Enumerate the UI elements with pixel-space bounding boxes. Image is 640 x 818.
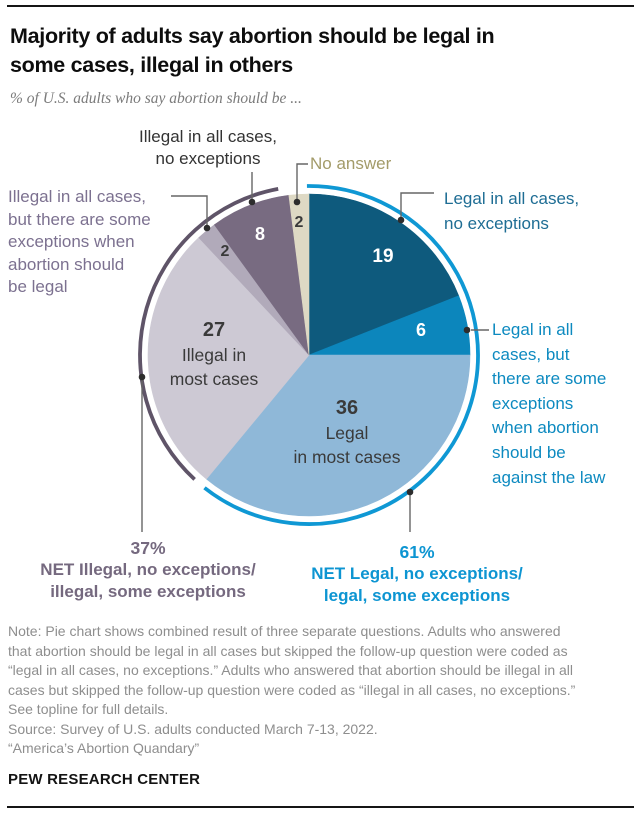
net-legal-label: 61% NET Legal, no exceptions/ legal, som… xyxy=(286,541,548,607)
slice-value-illegal-most: 27 xyxy=(202,319,226,341)
leader-illegal-exceptions xyxy=(171,195,208,225)
net-legal-words: NET Legal, no exceptions/ legal, some ex… xyxy=(311,564,523,605)
net-illegal-pct: 37% xyxy=(130,538,166,558)
slice-words-legal-most: Legal in most cases xyxy=(293,423,401,467)
leader-legal-all xyxy=(400,192,434,217)
leader-no-answer xyxy=(296,163,308,199)
leader-net-legal-dot xyxy=(406,488,414,496)
leader-net-illegal-dot xyxy=(138,373,146,381)
net-illegal-arc xyxy=(138,186,279,481)
pie-slice-illegal-most xyxy=(147,237,310,480)
leader-legal-exceptions-dot xyxy=(463,326,471,334)
slice-value-legal-all: 19 xyxy=(372,246,394,267)
slice-value-illegal-all: 8 xyxy=(254,224,265,244)
slice-label-legal-most: 36 Legal in most cases xyxy=(267,395,427,469)
callout-illegal-with-exceptions: Illegal in all cases, but there are some… xyxy=(8,187,151,297)
leader-no-answer-dot xyxy=(293,198,301,206)
note-text: Note: Pie chart shows combined result of… xyxy=(8,623,576,717)
leader-legal-all-dot xyxy=(397,216,405,224)
callout-legal-all-cases: Legal in all cases, no exceptions xyxy=(444,189,580,233)
net-illegal-label: 37% NET Illegal, no exceptions/ illegal,… xyxy=(17,537,279,603)
callout-illegal-all-cases: Illegal in all cases, no exceptions xyxy=(139,127,277,168)
source-text: Source: Survey of U.S. adults conducted … xyxy=(8,720,378,737)
slice-value-legal-exceptions: 6 xyxy=(415,320,426,340)
top-divider xyxy=(7,5,634,7)
chart-subtitle: % of U.S. adults who say abortion should… xyxy=(10,90,302,107)
pew-research-center-brand: PEW RESEARCH CENTER xyxy=(8,771,201,788)
quote-text: “America’s Abortion Quandary” xyxy=(8,740,200,756)
leader-illegal-exceptions-dot xyxy=(203,224,211,232)
callout-legal-with-exceptions: Legal in all cases, but there are some e… xyxy=(492,320,607,487)
pie-slice-legal-most xyxy=(205,354,471,517)
net-legal-pct: 61% xyxy=(399,542,435,562)
slice-value-no-answer: 2 xyxy=(294,214,304,231)
slice-value-legal-most: 36 xyxy=(335,397,359,419)
net-legal-arc xyxy=(203,184,480,526)
slice-words-illegal-most: Illegal in most cases xyxy=(169,345,259,389)
callout-no-answer: No answer xyxy=(310,154,392,173)
chart-title: Majority of adults say abortion should b… xyxy=(10,24,495,77)
pie-slice-no-answer xyxy=(288,193,310,356)
net-illegal-words: NET Illegal, no exceptions/ illegal, som… xyxy=(40,560,256,601)
footnotes: Note: Pie chart shows combined result of… xyxy=(8,622,636,759)
slice-label-illegal-most: 27 Illegal in most cases xyxy=(134,317,294,391)
leader-illegal-all-dot xyxy=(248,198,256,206)
bottom-divider xyxy=(7,806,634,808)
slice-value-illegal-exceptions: 2 xyxy=(220,243,230,260)
